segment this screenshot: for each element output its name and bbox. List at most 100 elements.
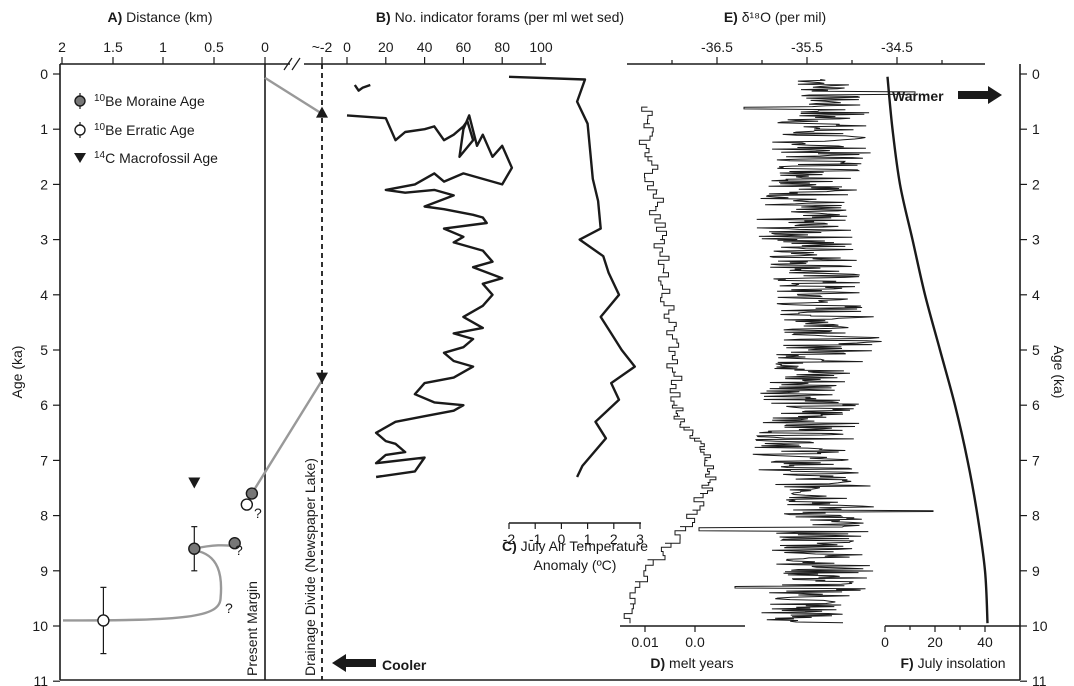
- legend-macrofossil: 14C Macrofossil Age: [74, 150, 218, 166]
- panel-b-letter: B): [376, 9, 391, 25]
- insolation-tick-label: 20: [927, 634, 943, 650]
- distance-tick-label: ~-2: [312, 39, 333, 55]
- delta18o-axis: -36.5 -35.5 -34.5: [627, 39, 985, 65]
- macrofossil-marker-icon: [74, 153, 86, 163]
- age-tick-label-right: 10: [1032, 618, 1048, 634]
- panel-e-letter: E): [724, 9, 738, 25]
- age-tick-label-left: 2: [40, 176, 48, 192]
- temperature-tick-label: 3: [636, 531, 644, 547]
- delta18o-series: [698, 79, 934, 624]
- panel-e: -36.5 -35.5 -34.5 E) δ¹⁸O (per mil): [627, 9, 985, 624]
- question-mark-2: ?: [235, 542, 243, 558]
- macrofossil-age-point: [316, 372, 328, 384]
- erratic-age-point: [97, 614, 110, 627]
- temperature-tick-label: -1: [529, 531, 542, 547]
- cooler-annotation: Cooler: [332, 654, 427, 673]
- temperature-axis: -2 -1 0 1 2 3: [503, 522, 644, 547]
- legend-moraine: 10Be Moraine Age: [74, 93, 205, 109]
- age-tick-label-right: 5: [1032, 342, 1040, 358]
- erratic-age-point: [240, 498, 254, 511]
- erratic-marker-icon: [74, 124, 86, 136]
- age-tick-label-right: 2: [1032, 176, 1040, 192]
- legend-erratic: 10Be Erratic Age: [74, 122, 195, 138]
- distance-tick-label: 1.5: [103, 39, 123, 55]
- panel-a: 2 1.5 1 0.5 0 ~-2 A) Distance (km) 10Be Morai…: [58, 9, 427, 680]
- forams-tick-label: 60: [456, 39, 472, 55]
- insolation-tick-label: 0: [881, 634, 889, 650]
- warmer-annotation: Warmer: [892, 86, 1002, 104]
- age-tick-label-right: 6: [1032, 397, 1040, 413]
- forams-tick-label: 20: [378, 39, 394, 55]
- melt-tick-label: 0.0: [685, 634, 705, 650]
- margin-trace-recent: [264, 76, 323, 115]
- delta18o-tick-label: -34.5: [881, 39, 913, 55]
- present-margin-label: Present Margin: [244, 581, 260, 676]
- insolation-tick-label: 40: [977, 634, 993, 650]
- delta18o-tick-label: -36.5: [701, 39, 733, 55]
- panel-d: 0.01 0.0 D) melt years: [620, 106, 745, 671]
- panel-d-title: D) melt years: [650, 655, 733, 671]
- age-tick-label-left: 6: [40, 397, 48, 413]
- panel-f-letter: F): [900, 655, 913, 671]
- age-tick-label-right: 9: [1032, 563, 1040, 579]
- arrow-left-icon: [332, 654, 376, 672]
- forams-tick-label: 80: [494, 39, 510, 55]
- panel-c-title-text: July Air Temperature: [521, 538, 649, 554]
- age-points: [97, 106, 328, 655]
- y-axis-label-right: Age (ka): [1051, 346, 1067, 399]
- temperature-tick-label: 1: [584, 531, 592, 547]
- age-tick-label-left: 7: [40, 452, 48, 468]
- panel-a-title-text: Distance (km): [126, 9, 212, 25]
- age-tick-label-left: 0: [40, 66, 48, 82]
- moraine-age-point: [188, 542, 201, 555]
- panel-d-title-text: melt years: [669, 655, 734, 671]
- macrofossil-age-point: [316, 106, 328, 118]
- forams-tick-label: 0: [343, 39, 351, 55]
- age-tick-label-right: 8: [1032, 508, 1040, 524]
- distance-tick-label: 0.5: [204, 39, 224, 55]
- age-tick-label-right: 11: [1032, 673, 1047, 686]
- panel-f-title-text: July insolation: [918, 655, 1006, 671]
- macrofossil-age-point: [188, 477, 201, 489]
- delta18o-tick-label: -35.5: [791, 39, 823, 55]
- legend-macrofossil-label: 14C Macrofossil Age: [94, 150, 218, 166]
- arrow-right-icon: [958, 86, 1002, 104]
- melt-axis: 0.01 0.0: [620, 625, 745, 650]
- y-axis-label-left: Age (ka): [9, 346, 25, 399]
- legend-erratic-label: 10Be Erratic Age: [94, 122, 195, 138]
- moraine-marker-icon: [74, 95, 86, 107]
- panel-d-letter: D): [650, 655, 665, 671]
- warmer-label: Warmer: [892, 88, 944, 104]
- margin-trace-early: [62, 379, 324, 622]
- panel-f-title: F) July insolation: [900, 655, 1005, 671]
- forams-series-top: [353, 83, 371, 92]
- panel-b-title-text: No. indicator forams (per ml wet sed): [395, 9, 625, 25]
- panel-c: -2 -1 0 1 2 3 C) July Air Temperature Anomaly…: [502, 75, 648, 573]
- age-tick-label-right: 3: [1032, 232, 1040, 248]
- panel-c-title-line1: C) July Air Temperature: [502, 538, 648, 554]
- forams-tick-label: 40: [417, 39, 433, 55]
- question-mark-1: ?: [254, 505, 262, 521]
- panel-e-title-text: δ¹⁸O (per mil): [742, 9, 826, 25]
- temperature-tick-label: 0: [558, 531, 566, 547]
- age-tick-label-right: 7: [1032, 452, 1040, 468]
- panel-a-letter: A): [107, 9, 122, 25]
- distance-tick-label: 0: [261, 39, 269, 55]
- age-tick-label-left: 1: [40, 121, 48, 137]
- distance-tick-label: 1: [159, 39, 167, 55]
- age-tick-label-left: 11: [33, 673, 48, 686]
- temperature-tick-label: 2: [610, 531, 618, 547]
- axes-frame: [59, 57, 1021, 681]
- forams-tick-label: 100: [529, 39, 553, 55]
- temperature-tick-label: -2: [503, 531, 516, 547]
- age-tick-label-right: 4: [1032, 287, 1040, 303]
- cooler-label: Cooler: [382, 657, 427, 673]
- legend-moraine-label: 10Be Moraine Age: [94, 93, 205, 109]
- age-tick-label-left: 5: [40, 342, 48, 358]
- age-tick-label-left: 9: [40, 563, 48, 579]
- insolation-series: [886, 76, 989, 624]
- drainage-divide-label: Drainage Divide (Newspaper Lake): [302, 458, 318, 676]
- panel-f: 0 20 40 F) July insolation Warmer: [881, 76, 1020, 671]
